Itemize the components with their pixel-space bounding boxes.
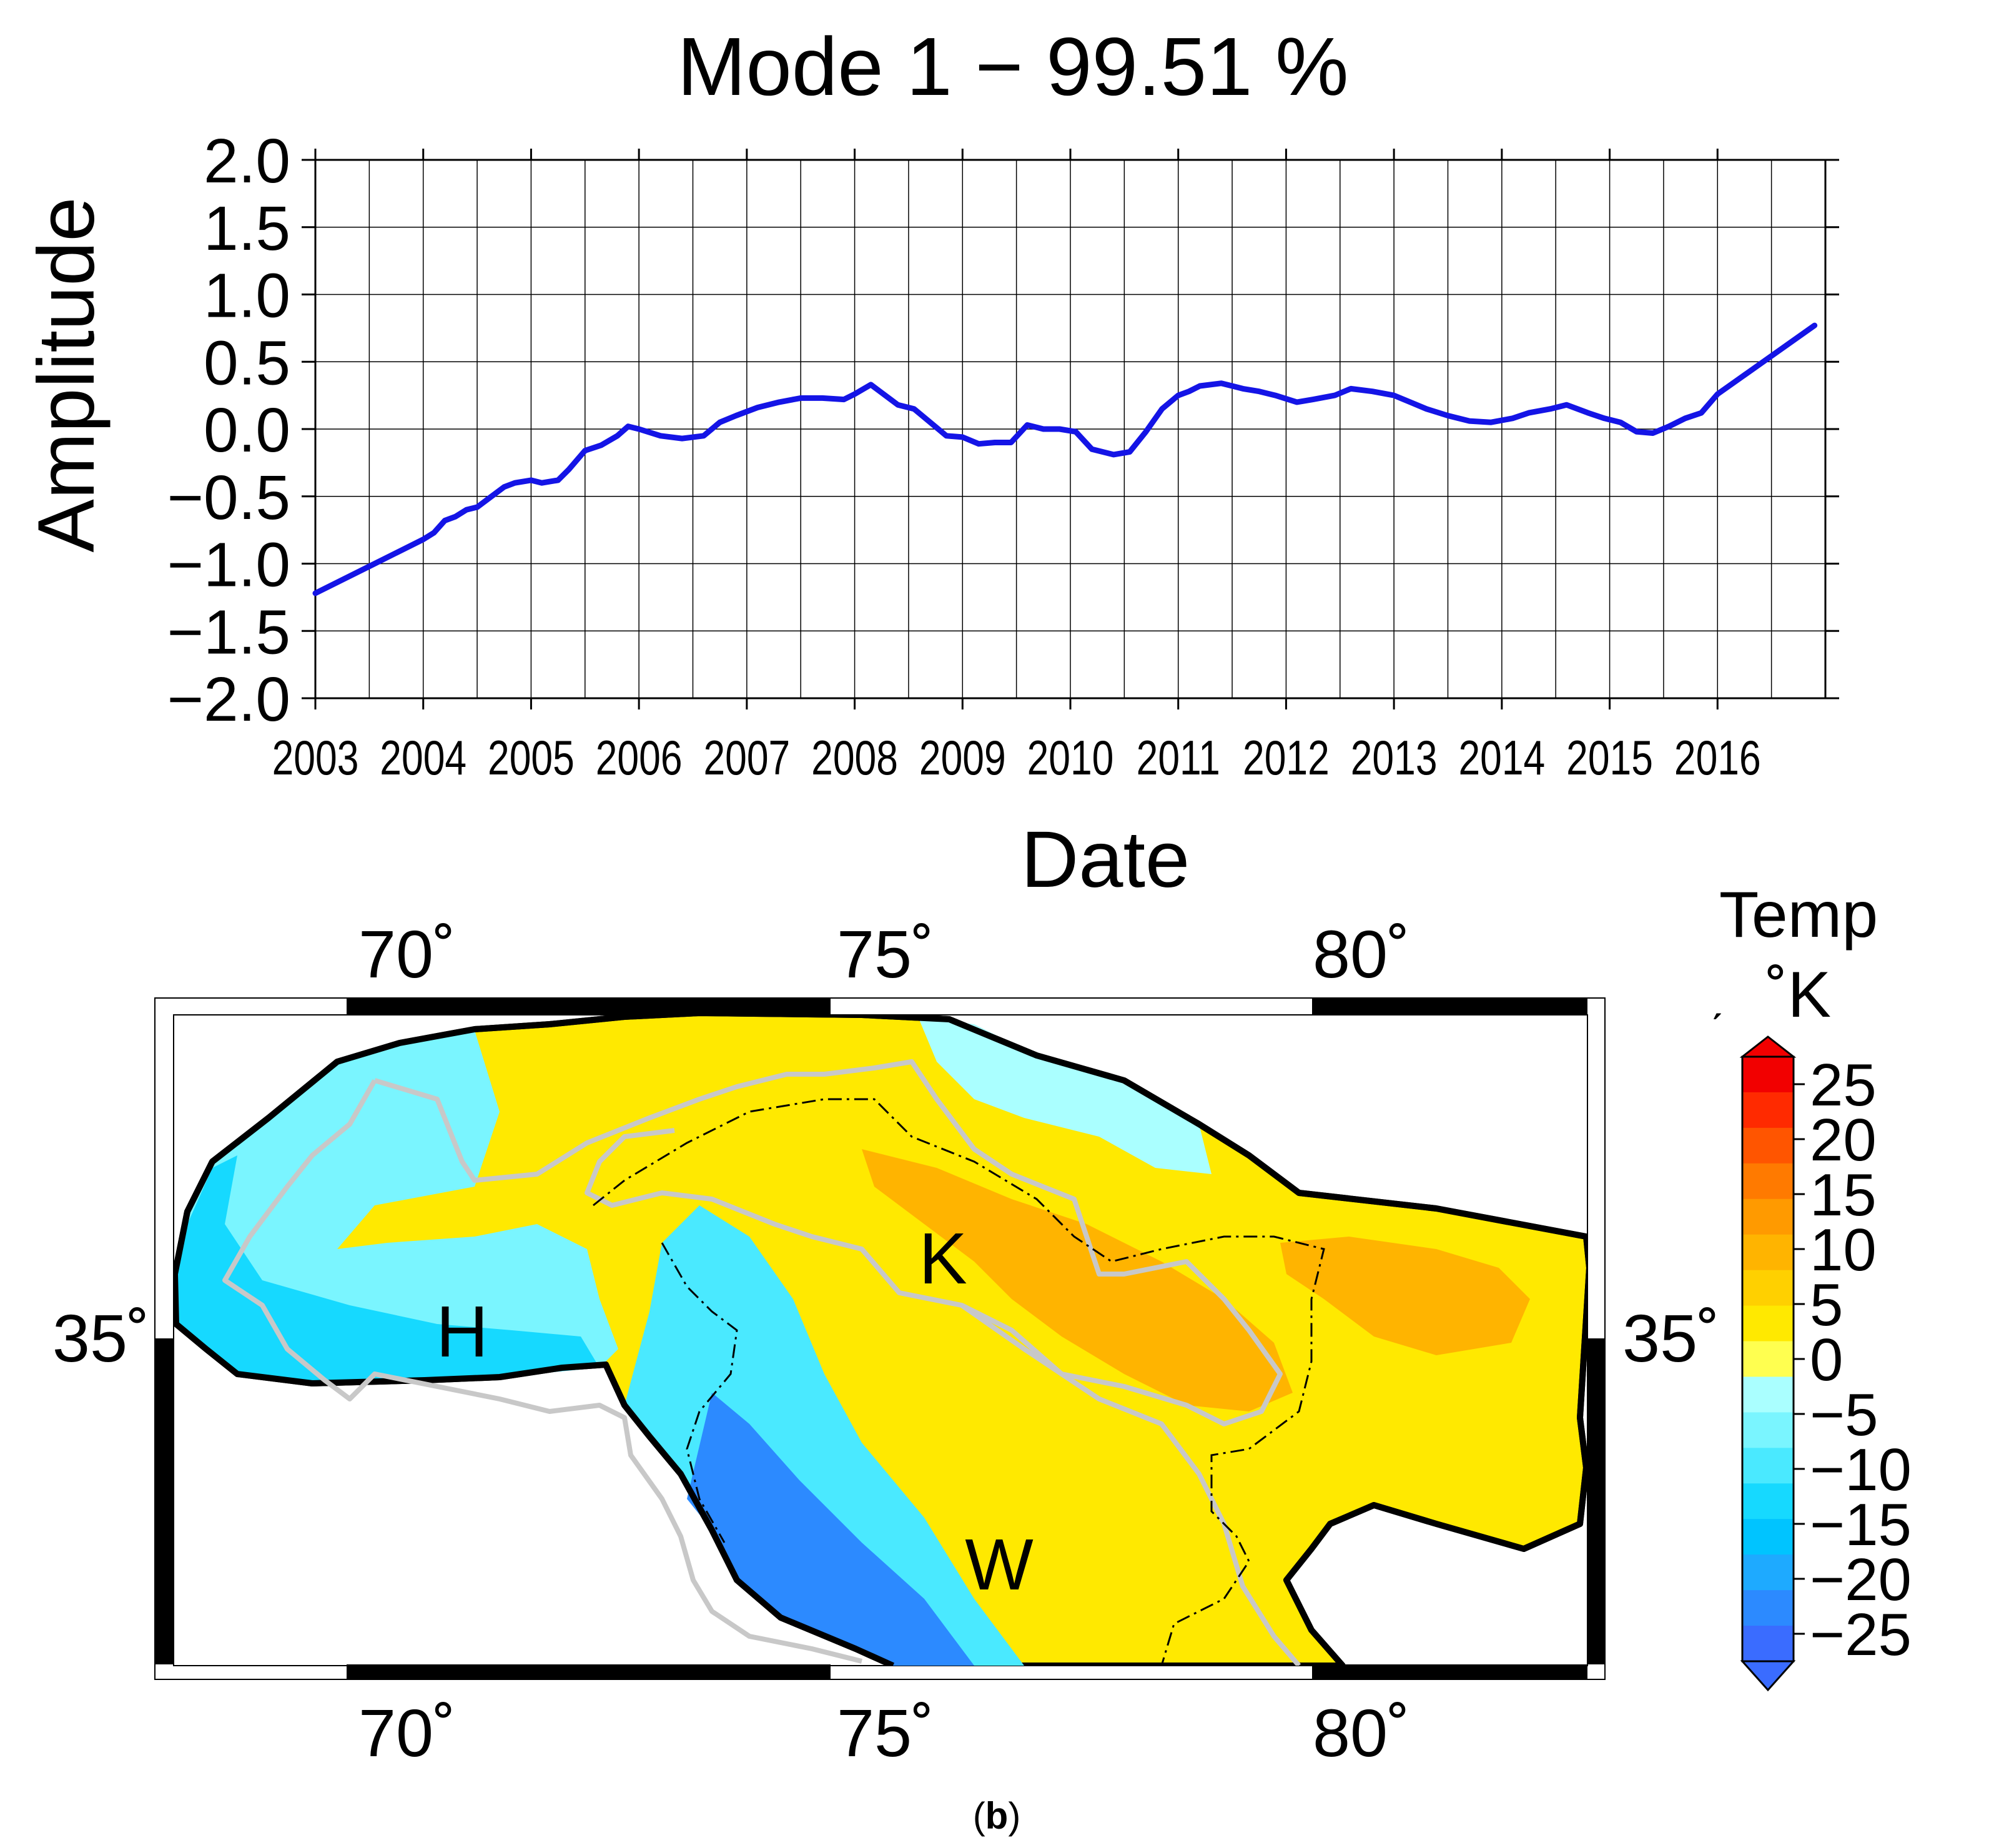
y-axis-label: Amplitude xyxy=(22,197,111,552)
colorbar-band xyxy=(1742,1590,1794,1626)
colorbar-band xyxy=(1742,1198,1794,1235)
map-panel: 70˚ 75˚ 80˚ 70˚ 75˚ 80˚ 35˚ 35˚ xyxy=(52,916,1720,1771)
colorbar-band xyxy=(1742,1341,1794,1378)
lat-label-right: 35˚ xyxy=(1622,1300,1720,1376)
colorbar-unit: ˚K xyxy=(1766,959,1831,1031)
colorbar-band xyxy=(1742,1483,1794,1520)
colorbar-band xyxy=(1742,1448,1794,1485)
map-frame-segments xyxy=(155,998,1605,1679)
colorbar-unit-mark: ˏ xyxy=(1709,971,1723,1020)
colorbar-band xyxy=(1742,1057,1794,1093)
colorbar-tick-label: 5 xyxy=(1810,1272,1843,1338)
region-label-k: K xyxy=(919,1218,967,1299)
colorbar-tick-label: 10 xyxy=(1810,1217,1877,1283)
time-series-ticks xyxy=(302,149,1839,709)
y-tick-label: 1.5 xyxy=(204,194,290,264)
colorbar-band xyxy=(1742,1519,1794,1555)
border-line-2 xyxy=(222,1079,862,1664)
region-outline-stroke xyxy=(174,1015,1587,1666)
x-tick-label: 2003 xyxy=(272,730,359,784)
y-tick-label: 1.0 xyxy=(204,261,290,331)
series-line-mode-1 xyxy=(312,322,1818,596)
colorbar-tick-label: −20 xyxy=(1810,1546,1912,1613)
x-tick-label: 2004 xyxy=(380,730,466,784)
colorbar-band xyxy=(1742,1163,1794,1200)
chart-title: Mode 1 − 99.51 % xyxy=(677,21,1348,112)
colorbar-tick-label: 25 xyxy=(1810,1052,1877,1119)
x-tick-label: 2011 xyxy=(1137,730,1220,784)
x-tick-label: 2014 xyxy=(1458,730,1545,784)
x-tick-label: 2009 xyxy=(919,730,1006,784)
x-tick-label: 2013 xyxy=(1351,730,1438,784)
y-tick-label: 2.0 xyxy=(204,126,290,196)
x-tick-label: 2012 xyxy=(1243,730,1330,784)
x-tick-label: 2006 xyxy=(596,730,683,784)
y-tick-label: −1.0 xyxy=(167,530,290,600)
colorbar-band xyxy=(1742,1092,1794,1129)
colorbar-tick-label: −10 xyxy=(1810,1436,1912,1503)
dashdot-boundary-2 xyxy=(661,1242,738,1543)
x-tick-label: 2015 xyxy=(1566,730,1653,784)
lon-label-75-top: 75˚ xyxy=(837,916,934,992)
colorbar-band xyxy=(1742,1626,1794,1662)
lat-label-left: 35˚ xyxy=(52,1300,150,1376)
warm-zone-karakoram xyxy=(862,1149,1293,1411)
cold-zone-north xyxy=(918,1017,1212,1174)
colorbar-band xyxy=(1742,1305,1794,1342)
colorbar-tick-label: 15 xyxy=(1810,1162,1877,1228)
colorbar-band xyxy=(1742,1412,1794,1449)
colorbar-band xyxy=(1742,1270,1794,1307)
colorbar-tick-label: −25 xyxy=(1810,1601,1912,1668)
colorbar-bands xyxy=(1742,1057,1794,1662)
x-tick-label: 2008 xyxy=(811,730,898,784)
x-tick-label: 2016 xyxy=(1674,730,1761,784)
y-tick-labels: 2.01.51.00.50.0−0.5−1.0−1.5−2.0 xyxy=(167,126,290,734)
warm-zone-east xyxy=(1280,1237,1530,1355)
colorbar-title: Temp xyxy=(1719,879,1878,951)
colorbar-tick-label: −15 xyxy=(1810,1491,1912,1558)
x-tick-label: 2007 xyxy=(703,730,790,784)
colorbar-tick-label: −5 xyxy=(1810,1381,1878,1448)
figure-caption: (b) xyxy=(973,1795,1021,1837)
lon-label-80-bottom: 80˚ xyxy=(1313,1695,1410,1771)
lon-label-80-top: 80˚ xyxy=(1313,916,1410,992)
region-label-w: W xyxy=(965,1524,1034,1605)
lon-label-70-top: 70˚ xyxy=(358,916,456,992)
lon-label-70-bottom: 70˚ xyxy=(358,1695,456,1771)
border-line-3 xyxy=(960,1303,1301,1666)
colorbar-tick-label: 0 xyxy=(1810,1327,1843,1393)
colorbar-band xyxy=(1742,1376,1794,1413)
time-series-panel: Mode 1 − 99.51 % 2.01.51.00.50.0−0.5−1.0… xyxy=(22,21,1839,904)
region-label-h: H xyxy=(436,1291,488,1372)
colorbar-top-arrow xyxy=(1739,1035,1797,1058)
x-tick-label: 2005 xyxy=(488,730,575,784)
y-tick-label: −0.5 xyxy=(167,463,290,533)
colorbar-bottom-arrow xyxy=(1740,1660,1796,1692)
lon-labels-bottom: 70˚ 75˚ 80˚ xyxy=(358,1695,1410,1771)
lon-labels-top: 70˚ 75˚ 80˚ xyxy=(358,916,1410,992)
x-tick-label: 2010 xyxy=(1027,730,1114,784)
y-tick-label: −1.5 xyxy=(167,597,290,667)
colorbar-band xyxy=(1742,1554,1794,1591)
y-tick-label: 0.5 xyxy=(204,328,290,398)
colorbar-band xyxy=(1742,1234,1794,1271)
border-line-1 xyxy=(373,1059,1283,1426)
colorbar-tick-label: 20 xyxy=(1810,1107,1877,1174)
y-tick-label: −2.0 xyxy=(167,665,290,734)
x-axis-label: Date xyxy=(1021,815,1190,904)
colorbar-band xyxy=(1742,1127,1794,1164)
lon-label-75-bottom: 75˚ xyxy=(837,1695,934,1771)
dashdot-boundary xyxy=(593,1098,1325,1666)
y-tick-label: 0.0 xyxy=(204,395,290,465)
cold-zone-west-deep xyxy=(175,1155,600,1383)
x-tick-labels: 2003 2004 2005 2006 2007 2008 2009 2010 2011 2012… xyxy=(272,730,1761,784)
